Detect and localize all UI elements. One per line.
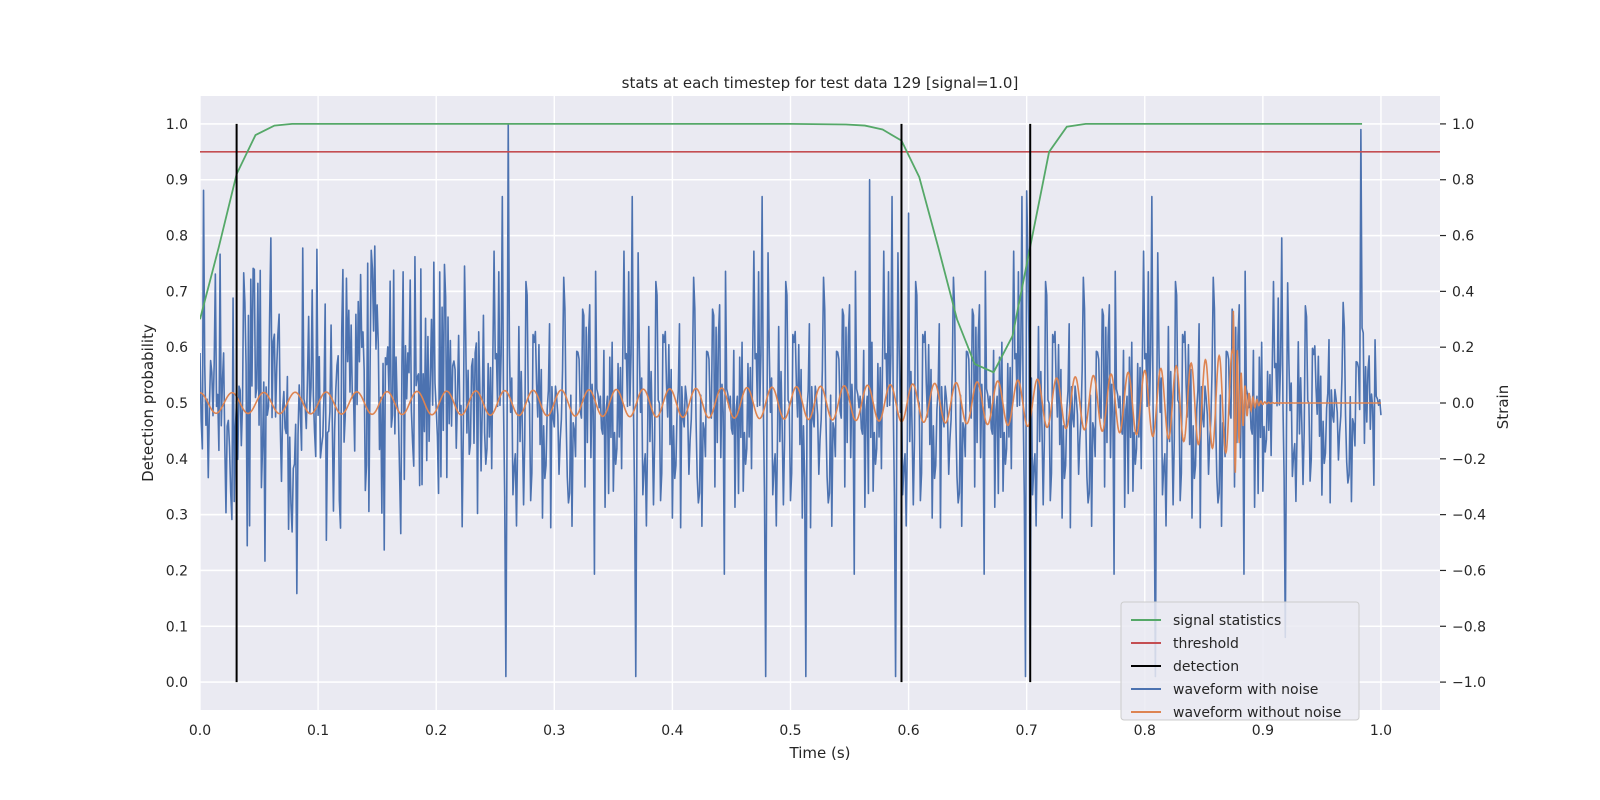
series-signal-statistics (200, 123, 1363, 374)
plot-area (200, 123, 1440, 683)
y-axis-left-label: Detection probability (139, 324, 157, 482)
x-tick-label: 0.0 (189, 723, 211, 739)
x-tick-label: 0.9 (1252, 723, 1274, 739)
x-tick-label: 0.2 (425, 723, 447, 739)
legend-label: signal statistics (1173, 613, 1281, 629)
y-right-tick-label: −0.8 (1452, 619, 1486, 635)
y-right-tick-label: −1.0 (1452, 675, 1486, 691)
x-tick-label: 0.8 (1134, 723, 1156, 739)
y-left-tick-label: 0.8 (166, 229, 188, 245)
y-axis-right-label: Strain (1494, 385, 1512, 429)
y-left-tick-label: 0.3 (166, 508, 188, 524)
y-right-tick-label: −0.4 (1452, 508, 1486, 524)
legend-label: waveform without noise (1173, 705, 1341, 721)
y-left-tick-label: 0.1 (166, 619, 188, 635)
x-tick-label: 0.7 (1016, 723, 1038, 739)
y-right-tick-label: 1.0 (1452, 117, 1474, 133)
y-left-tick-label: 0.2 (166, 563, 188, 579)
y-left-tick-label: 1.0 (166, 117, 188, 133)
legend: signal statistics threshold detection wavef… (1120, 601, 1360, 721)
y-left-tick-label: 0.0 (166, 675, 188, 691)
x-axis-label: Time (s) (789, 744, 851, 762)
y-left-tick-label: 0.5 (166, 396, 188, 412)
legend-label: detection (1173, 659, 1239, 675)
y-left-tick-label: 0.4 (166, 452, 188, 468)
x-tick-label: 0.1 (307, 723, 329, 739)
y-right-tick-label: 0.0 (1452, 396, 1474, 412)
legend-box (1120, 601, 1360, 721)
y-left-tick-label: 0.7 (166, 284, 188, 300)
y-right-tick-label: 0.8 (1452, 173, 1474, 189)
x-tick-label: 1.0 (1370, 723, 1392, 739)
y-right-tick-label: −0.6 (1452, 563, 1486, 579)
y-right-tick-label: −0.2 (1452, 452, 1486, 468)
legend-label: waveform with noise (1173, 682, 1318, 698)
x-tick-label: 0.3 (543, 723, 565, 739)
y-right-tick-label: 0.6 (1452, 229, 1474, 245)
y-left-tick-label: 0.9 (166, 173, 188, 189)
y-axis-right: −1.0 −0.8 −0.6 −0.4 −0.2 0.0 0.2 0.4 0.6 0.8 1.0 (1440, 117, 1486, 691)
x-tick-label: 0.6 (897, 723, 919, 739)
x-tick-label: 0.5 (779, 723, 801, 739)
y-right-tick-label: 0.4 (1452, 284, 1474, 300)
x-tick-label: 0.4 (661, 723, 683, 739)
y-right-tick-label: 0.2 (1452, 340, 1474, 356)
y-axis-left: 0.0 0.1 0.2 0.3 0.4 0.5 0.6 0.7 0.8 0.9 1.0 (166, 117, 188, 691)
series-waveform-without-noise (200, 310, 1381, 473)
y-left-tick-label: 0.6 (166, 340, 188, 356)
chart-title: stats at each timestep for test data 129… (622, 74, 1019, 92)
legend-label: threshold (1173, 636, 1239, 652)
x-axis: 0.0 0.1 0.2 0.3 0.4 0.5 0.6 0.7 0.8 0.9 1.0 (189, 723, 1392, 739)
series-waveform-with-noise (200, 123, 1382, 678)
